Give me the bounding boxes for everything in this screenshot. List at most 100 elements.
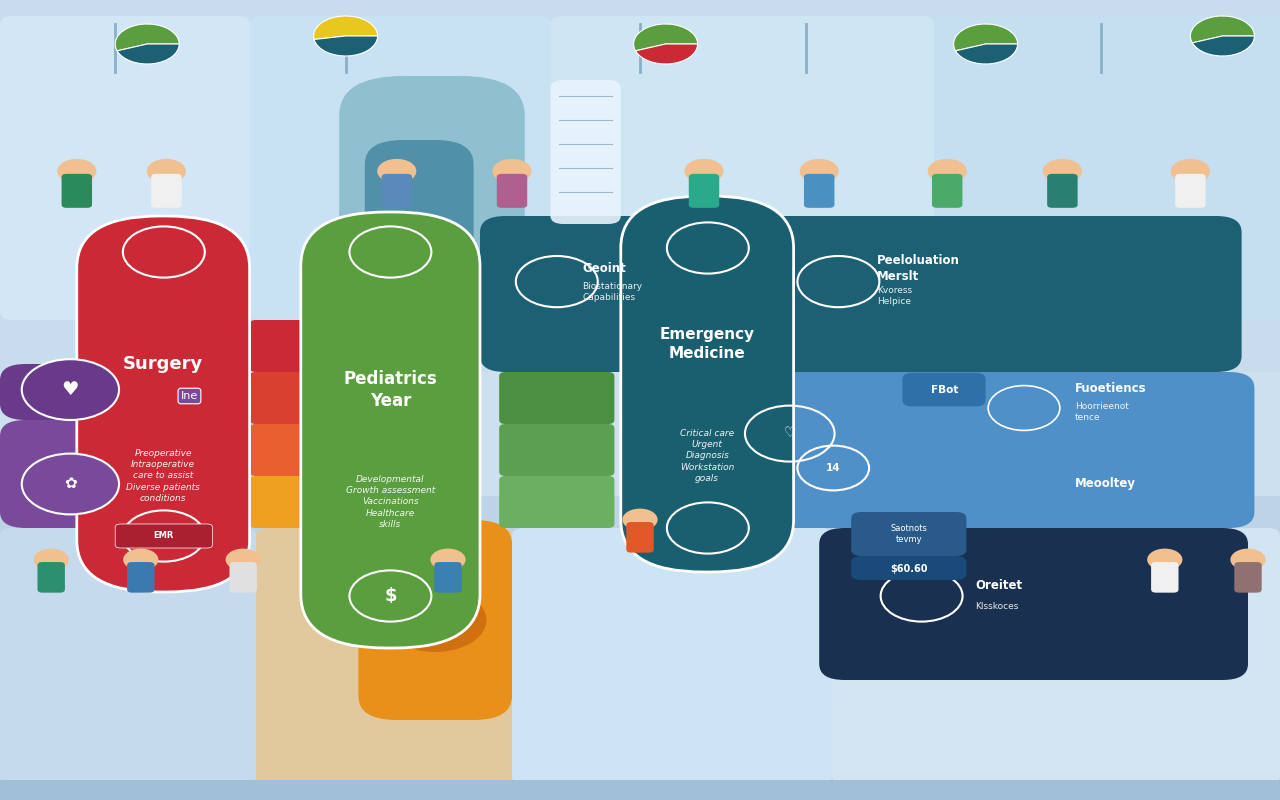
Circle shape (685, 159, 723, 183)
FancyBboxPatch shape (250, 320, 365, 372)
Text: Kvoress
Helpice: Kvoress Helpice (877, 286, 911, 306)
Text: $: $ (384, 587, 397, 605)
Text: Critical care
Urgent
Diagnosis
Workstation
goals: Critical care Urgent Diagnosis Workstati… (680, 429, 735, 483)
FancyBboxPatch shape (115, 524, 212, 548)
Text: Meooltey: Meooltey (1075, 478, 1137, 490)
FancyBboxPatch shape (804, 174, 835, 208)
FancyBboxPatch shape (749, 476, 864, 528)
FancyBboxPatch shape (250, 372, 365, 424)
FancyBboxPatch shape (434, 562, 462, 593)
FancyBboxPatch shape (621, 196, 794, 572)
Wedge shape (1193, 36, 1254, 56)
FancyBboxPatch shape (499, 424, 614, 476)
Text: ✿: ✿ (64, 477, 77, 491)
Circle shape (123, 549, 159, 570)
FancyBboxPatch shape (0, 420, 250, 528)
FancyBboxPatch shape (689, 174, 719, 208)
Circle shape (1043, 159, 1082, 183)
Circle shape (800, 159, 838, 183)
Text: Biostationary
Capabilities: Biostationary Capabilities (582, 282, 643, 302)
Text: Oreitet: Oreitet (975, 579, 1023, 592)
Text: Surgery: Surgery (123, 355, 204, 373)
FancyBboxPatch shape (250, 476, 365, 528)
FancyBboxPatch shape (550, 80, 621, 224)
Text: Hoorrieenot
tence: Hoorrieenot tence (1075, 402, 1129, 422)
Wedge shape (954, 24, 1018, 51)
Text: Preoperative
Intraoperative
care to assist
Diverse patients
conditions: Preoperative Intraoperative care to assi… (127, 449, 200, 503)
FancyBboxPatch shape (499, 372, 614, 424)
Circle shape (33, 549, 69, 570)
Circle shape (493, 159, 531, 183)
Text: ♡: ♡ (783, 426, 796, 441)
FancyBboxPatch shape (749, 424, 864, 476)
FancyBboxPatch shape (851, 556, 966, 580)
Wedge shape (314, 16, 378, 39)
FancyBboxPatch shape (497, 174, 527, 208)
FancyBboxPatch shape (749, 372, 864, 424)
Text: Developmental
Growth assessment
Vaccinations
Healthcare
skills: Developmental Growth assessment Vaccinat… (346, 474, 435, 530)
Circle shape (225, 549, 261, 570)
Text: 14: 14 (826, 463, 841, 473)
Circle shape (58, 159, 96, 183)
Circle shape (622, 509, 658, 530)
FancyBboxPatch shape (499, 320, 614, 372)
Circle shape (928, 159, 966, 183)
Wedge shape (1190, 16, 1254, 43)
FancyBboxPatch shape (1151, 562, 1179, 593)
FancyBboxPatch shape (902, 373, 986, 406)
FancyBboxPatch shape (499, 476, 614, 528)
FancyBboxPatch shape (250, 16, 550, 320)
FancyBboxPatch shape (1175, 174, 1206, 208)
FancyBboxPatch shape (0, 528, 256, 784)
Text: Geoint: Geoint (582, 262, 626, 274)
FancyBboxPatch shape (0, 780, 1280, 800)
Text: Emergency
Medicine: Emergency Medicine (659, 327, 755, 361)
Text: Fuoetiencs: Fuoetiencs (1075, 382, 1147, 394)
Text: Peeloluation
Merslt: Peeloluation Merslt (877, 254, 960, 282)
FancyBboxPatch shape (61, 174, 92, 208)
FancyBboxPatch shape (749, 372, 1254, 528)
FancyBboxPatch shape (480, 216, 1242, 372)
FancyBboxPatch shape (0, 16, 250, 320)
FancyBboxPatch shape (819, 528, 1248, 680)
Text: ♥: ♥ (61, 380, 79, 399)
FancyBboxPatch shape (0, 0, 1280, 372)
FancyBboxPatch shape (0, 364, 250, 420)
FancyBboxPatch shape (256, 528, 512, 784)
FancyBboxPatch shape (550, 16, 934, 320)
FancyBboxPatch shape (358, 520, 512, 720)
FancyBboxPatch shape (339, 76, 525, 300)
Wedge shape (956, 44, 1018, 64)
Wedge shape (636, 44, 698, 64)
Circle shape (147, 159, 186, 183)
FancyBboxPatch shape (1047, 174, 1078, 208)
FancyBboxPatch shape (851, 512, 966, 556)
FancyBboxPatch shape (1234, 562, 1262, 593)
FancyBboxPatch shape (512, 528, 832, 784)
Circle shape (1147, 549, 1183, 570)
FancyBboxPatch shape (229, 562, 257, 593)
Circle shape (22, 359, 119, 420)
FancyBboxPatch shape (250, 424, 365, 476)
Text: EMR: EMR (154, 531, 174, 541)
FancyBboxPatch shape (626, 522, 654, 553)
FancyBboxPatch shape (381, 174, 412, 208)
Wedge shape (634, 24, 698, 51)
Text: Pediatrics
Year: Pediatrics Year (343, 370, 438, 410)
FancyBboxPatch shape (932, 174, 963, 208)
Circle shape (430, 549, 466, 570)
FancyBboxPatch shape (365, 140, 474, 284)
Text: Ine: Ine (180, 391, 198, 401)
FancyBboxPatch shape (77, 216, 250, 592)
Circle shape (22, 454, 119, 514)
Circle shape (384, 588, 486, 652)
Text: Saotnots
tevmy: Saotnots tevmy (891, 524, 927, 545)
FancyBboxPatch shape (127, 562, 155, 593)
FancyBboxPatch shape (0, 496, 1280, 800)
FancyBboxPatch shape (37, 562, 65, 593)
Text: Klsskoces: Klsskoces (975, 602, 1019, 611)
Text: FBot: FBot (931, 385, 959, 394)
Circle shape (378, 159, 416, 183)
FancyBboxPatch shape (934, 16, 1280, 320)
FancyBboxPatch shape (151, 174, 182, 208)
